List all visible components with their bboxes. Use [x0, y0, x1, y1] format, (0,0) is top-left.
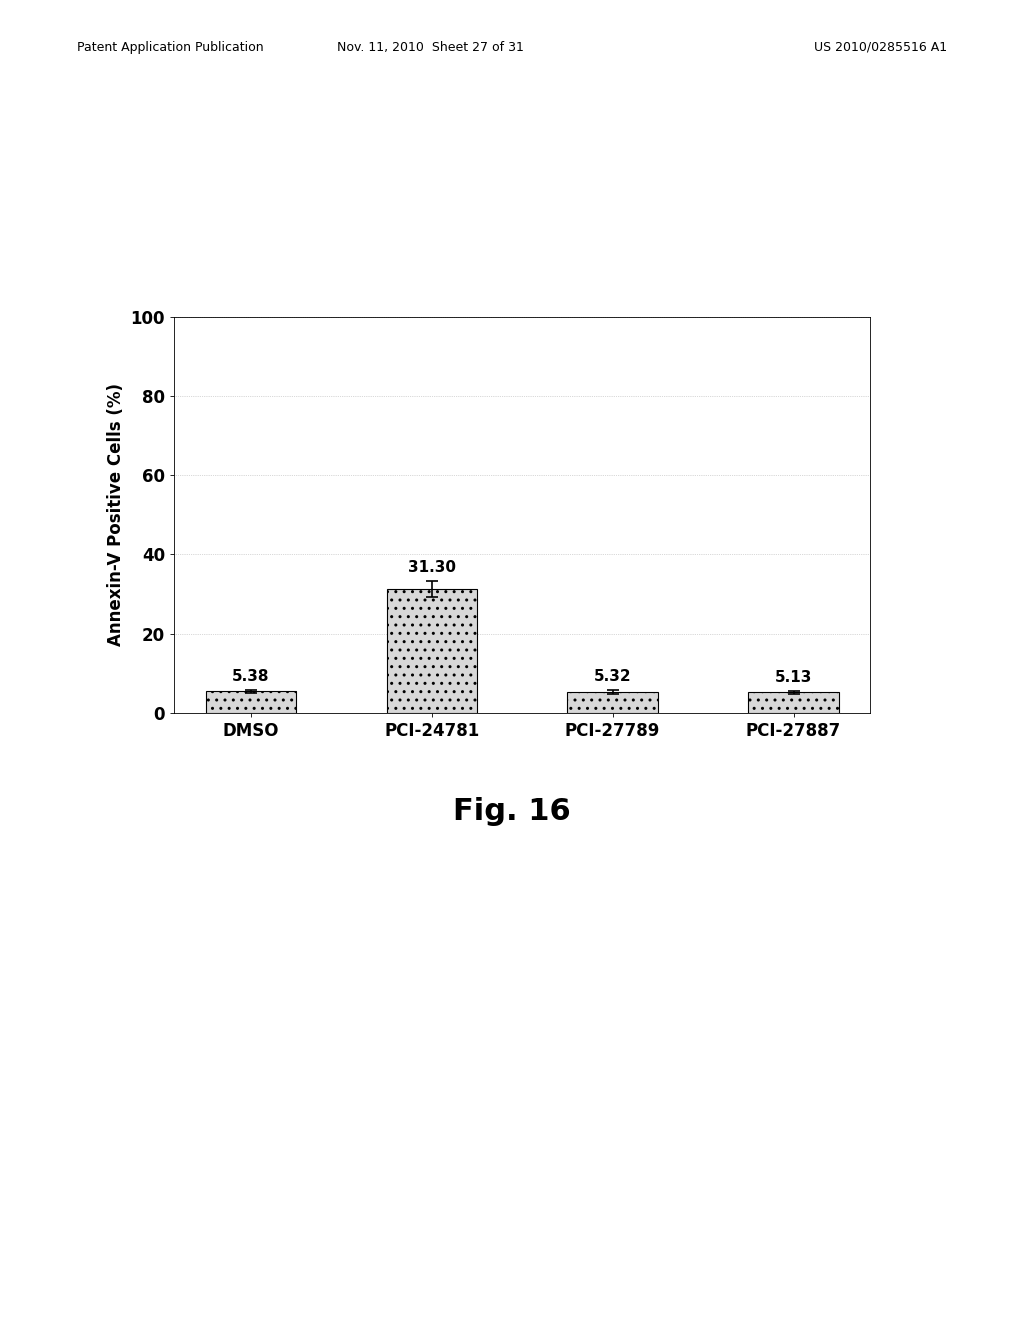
Bar: [387, 589, 477, 713]
Y-axis label: Annexin-V Positive Cells (%): Annexin-V Positive Cells (%): [106, 383, 125, 647]
Text: 5.38: 5.38: [232, 668, 269, 684]
Bar: [206, 692, 296, 713]
Text: 5.13: 5.13: [775, 669, 812, 685]
Text: 5.32: 5.32: [594, 669, 632, 684]
Bar: [567, 692, 657, 713]
Text: Nov. 11, 2010  Sheet 27 of 31: Nov. 11, 2010 Sheet 27 of 31: [337, 41, 523, 54]
Bar: [749, 693, 839, 713]
Text: 31.30: 31.30: [408, 560, 456, 576]
Text: Patent Application Publication: Patent Application Publication: [77, 41, 263, 54]
Text: US 2010/0285516 A1: US 2010/0285516 A1: [814, 41, 947, 54]
Text: Fig. 16: Fig. 16: [454, 797, 570, 826]
